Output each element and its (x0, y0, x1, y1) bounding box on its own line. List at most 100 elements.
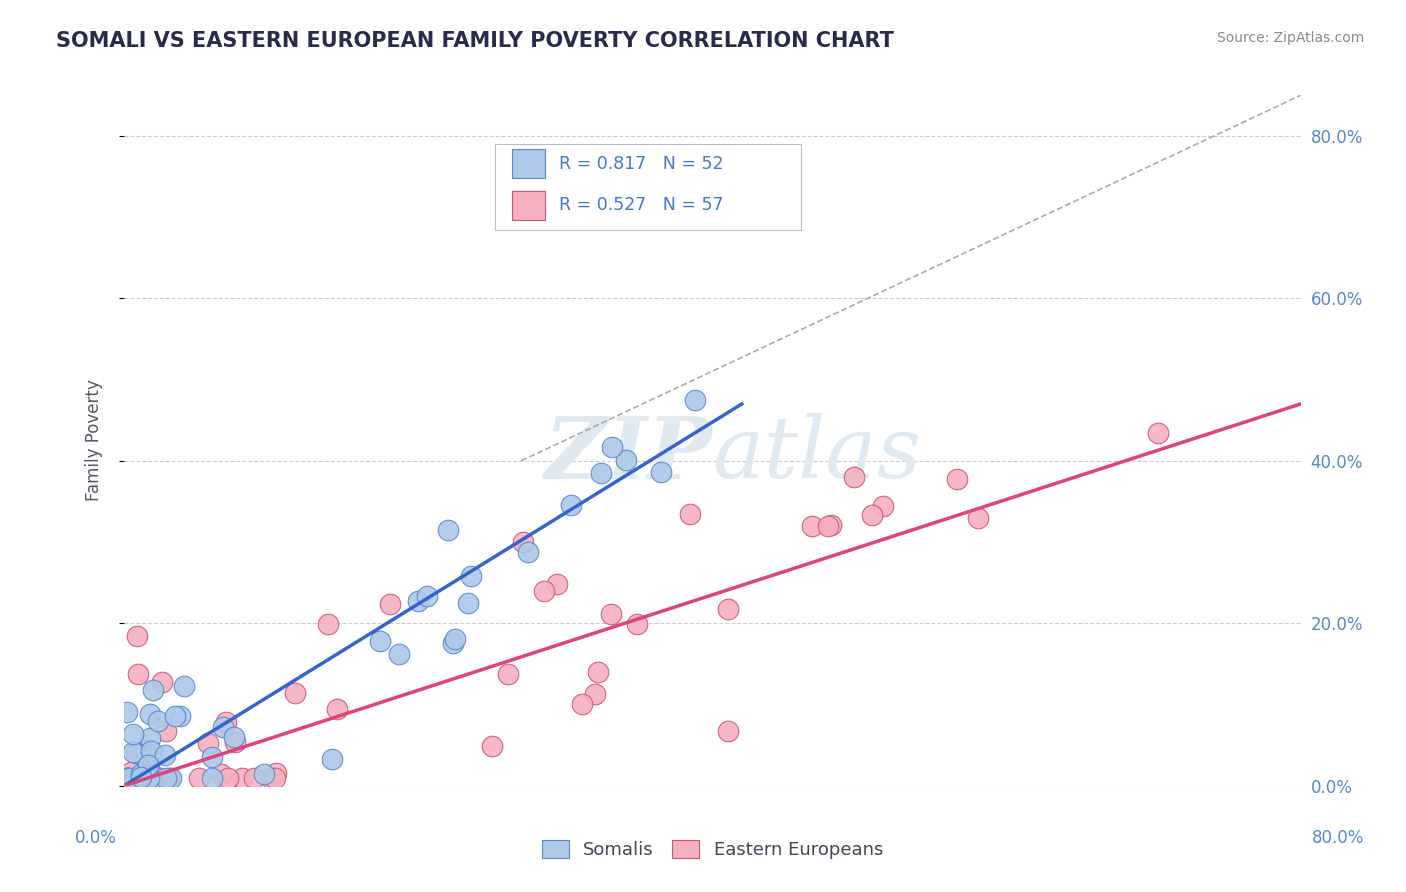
Point (583, 687, 606, 701)
Text: atlas: atlas (713, 413, 921, 496)
Point (142, 682, 165, 697)
Point (242, 771, 264, 785)
Legend: Somalis, Eastern Europeans: Somalis, Eastern Europeans (534, 832, 890, 866)
Point (160, 771, 183, 785)
Point (141, 744, 163, 758)
Point (326, 701, 349, 715)
Bar (512, 149, 546, 178)
Point (149, 771, 172, 785)
Point (231, 771, 253, 785)
Point (946, 472, 969, 486)
Point (127, 629, 149, 643)
Point (966, 511, 988, 525)
Point (460, 569, 482, 583)
Point (263, 771, 285, 785)
Point (142, 747, 165, 761)
Point (800, 518, 823, 533)
Text: R = 0.817   N = 52: R = 0.817 N = 52 (560, 154, 724, 173)
Point (481, 739, 503, 753)
Point (115, 771, 138, 785)
Point (155, 771, 177, 785)
Point (437, 523, 460, 537)
Point (586, 665, 609, 679)
Point (571, 698, 593, 712)
Point (134, 771, 156, 785)
Point (141, 771, 163, 785)
Point (122, 745, 145, 759)
Point (115, 771, 138, 785)
Point (546, 577, 568, 591)
Bar (512, 191, 546, 219)
Point (560, 498, 582, 512)
Point (498, 666, 520, 681)
Text: 0.0%: 0.0% (75, 829, 117, 847)
Point (120, 771, 142, 785)
Text: SOMALI VS EASTERN EUROPEAN FAMILY POVERTY CORRELATION CHART: SOMALI VS EASTERN EUROPEAN FAMILY POVERT… (56, 31, 894, 51)
Point (441, 636, 464, 650)
Point (115, 771, 138, 785)
Point (318, 617, 340, 632)
Point (124, 771, 146, 785)
Point (139, 766, 162, 780)
Point (517, 545, 540, 559)
Point (614, 453, 637, 467)
Y-axis label: Family Poverty: Family Poverty (86, 380, 103, 501)
Point (115, 771, 138, 785)
Point (717, 602, 740, 616)
Point (173, 680, 195, 694)
Point (209, 766, 232, 780)
Point (129, 771, 152, 785)
Point (129, 767, 152, 781)
Point (533, 584, 555, 599)
Point (253, 766, 276, 780)
Point (150, 674, 173, 689)
Point (211, 720, 233, 734)
Point (136, 758, 159, 772)
Point (321, 752, 343, 766)
Point (115, 706, 138, 720)
Point (683, 393, 706, 408)
Point (201, 749, 224, 764)
Point (146, 714, 169, 728)
Point (416, 589, 439, 603)
Point (444, 632, 467, 646)
Text: Source: ZipAtlas.com: Source: ZipAtlas.com (1216, 31, 1364, 45)
Point (121, 726, 143, 740)
Point (138, 706, 160, 721)
Point (650, 465, 672, 479)
Point (135, 771, 157, 785)
Point (600, 607, 623, 622)
Point (201, 771, 224, 785)
Point (260, 771, 283, 785)
Point (134, 743, 156, 757)
Point (406, 594, 429, 608)
Point (591, 466, 613, 480)
Point (679, 508, 702, 522)
Point (602, 440, 624, 454)
Point (118, 771, 141, 785)
Point (264, 765, 287, 780)
FancyBboxPatch shape (495, 144, 800, 230)
Point (122, 771, 145, 785)
Point (127, 667, 149, 681)
Point (132, 771, 155, 785)
Point (138, 731, 160, 746)
Point (165, 709, 187, 723)
Point (125, 771, 148, 785)
Point (153, 748, 176, 763)
Point (224, 731, 246, 745)
Point (215, 714, 238, 729)
Point (115, 771, 138, 785)
Point (120, 764, 142, 779)
Point (388, 647, 411, 661)
Text: ZIP: ZIP (544, 413, 713, 496)
Point (626, 617, 648, 632)
Point (131, 771, 153, 785)
Point (187, 771, 209, 785)
Point (368, 634, 391, 648)
Point (820, 517, 842, 532)
Point (169, 709, 191, 723)
Text: R = 0.527   N = 57: R = 0.527 N = 57 (560, 196, 724, 214)
Point (512, 535, 534, 549)
Point (860, 508, 883, 522)
